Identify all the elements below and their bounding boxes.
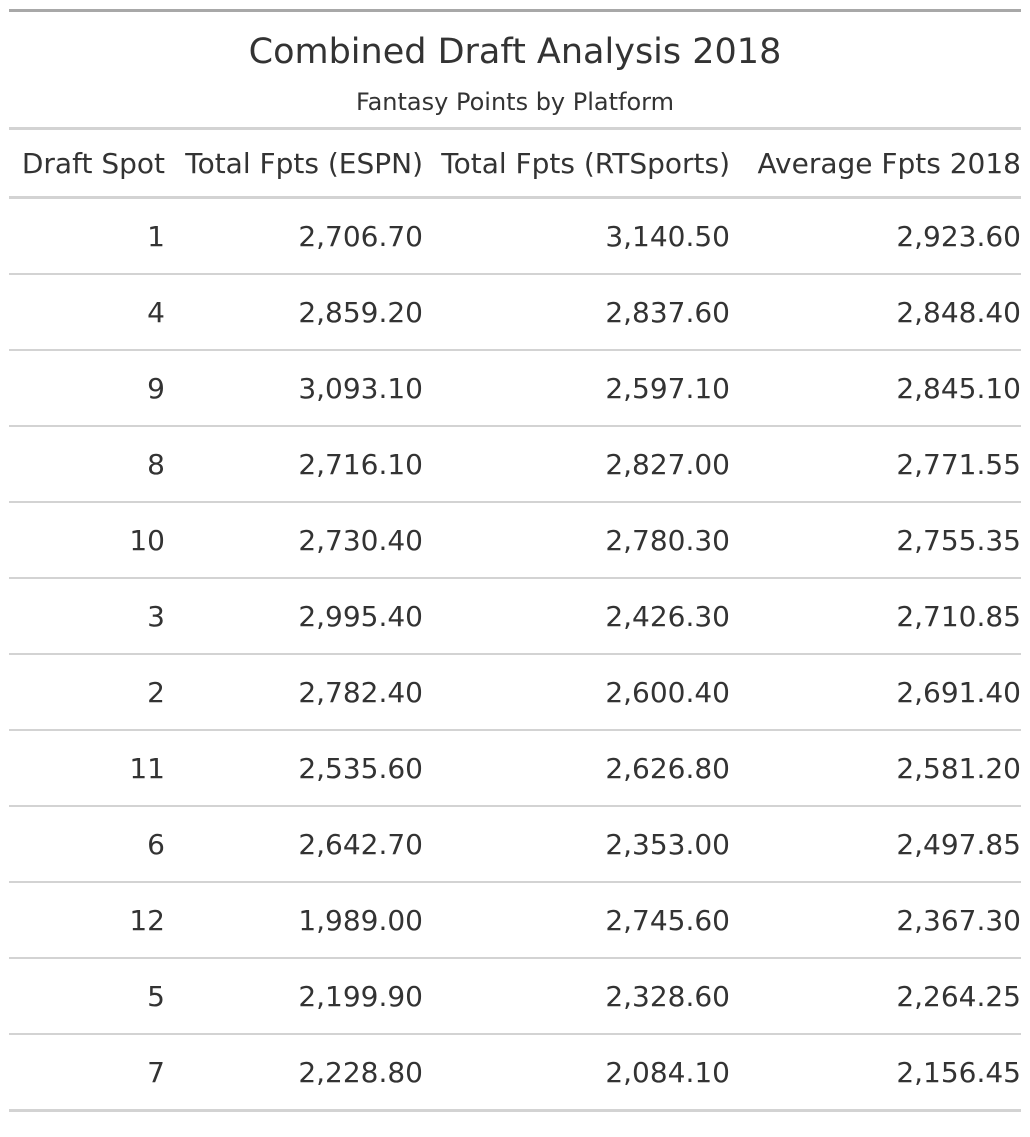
table-row: 8 2,716.10 2,827.00 2,771.55 [9,426,1021,503]
cell-draft-spot: 2 [9,654,165,731]
cell-total-fpts-espn: 2,199.90 [165,958,423,1035]
table-row: 9 3,093.10 2,597.10 2,845.10 [9,350,1021,427]
cell-total-fpts-rtsports: 2,837.60 [423,274,730,351]
cell-draft-spot: 11 [9,730,165,807]
cell-average-fpts-2018: 2,771.55 [730,426,1021,503]
cell-total-fpts-rtsports: 2,827.00 [423,426,730,503]
table-header: Draft Spot Total Fpts (ESPN) Total Fpts … [9,130,1021,199]
cell-draft-spot: 9 [9,350,165,427]
cell-average-fpts-2018: 2,581.20 [730,730,1021,807]
cell-total-fpts-espn: 2,782.40 [165,654,423,731]
cell-draft-spot: 1 [9,197,165,275]
title-divider [9,127,1021,130]
table-body: 1 2,706.70 3,140.50 2,923.60 4 2,859.20 2,837.… [9,197,1021,1112]
cell-average-fpts-2018: 2,923.60 [730,197,1021,275]
cell-draft-spot: 7 [9,1034,165,1112]
cell-draft-spot: 8 [9,426,165,503]
cell-total-fpts-rtsports: 2,600.40 [423,654,730,731]
cell-total-fpts-espn: 2,535.60 [165,730,423,807]
table-row: 4 2,859.20 2,837.60 2,848.40 [9,274,1021,351]
cell-total-fpts-rtsports: 2,597.10 [423,350,730,427]
table-row: 7 2,228.80 2,084.10 2,156.45 [9,1034,1021,1112]
table-row: 12 1,989.00 2,745.60 2,367.30 [9,882,1021,959]
table-row: 11 2,535.60 2,626.80 2,581.20 [9,730,1021,807]
table-row: 6 2,642.70 2,353.00 2,497.85 [9,806,1021,883]
table-row: 1 2,706.70 3,140.50 2,923.60 [9,197,1021,275]
cell-total-fpts-rtsports: 2,745.60 [423,882,730,959]
cell-total-fpts-rtsports: 2,626.80 [423,730,730,807]
cell-draft-spot: 4 [9,274,165,351]
cell-draft-spot: 12 [9,882,165,959]
header-draft-spot: Draft Spot [9,130,165,199]
cell-average-fpts-2018: 2,156.45 [730,1034,1021,1112]
cell-total-fpts-rtsports: 3,140.50 [423,197,730,275]
draft-analysis-table: Draft Spot Total Fpts (ESPN) Total Fpts … [9,130,1021,1112]
cell-draft-spot: 5 [9,958,165,1035]
table-subtitle: Fantasy Points by Platform [356,88,674,116]
cell-draft-spot: 3 [9,578,165,655]
table-row: 5 2,199.90 2,328.60 2,264.25 [9,958,1021,1035]
cell-total-fpts-espn: 2,716.10 [165,426,423,503]
cell-average-fpts-2018: 2,367.30 [730,882,1021,959]
cell-total-fpts-rtsports: 2,780.30 [423,502,730,579]
table-row: 2 2,782.40 2,600.40 2,691.40 [9,654,1021,731]
cell-total-fpts-espn: 2,859.20 [165,274,423,351]
header-total-fpts-rtsports: Total Fpts (RTSports) [423,130,730,199]
header-total-fpts-espn: Total Fpts (ESPN) [165,130,423,199]
cell-total-fpts-espn: 2,706.70 [165,197,423,275]
cell-average-fpts-2018: 2,710.85 [730,578,1021,655]
cell-average-fpts-2018: 2,497.85 [730,806,1021,883]
cell-total-fpts-rtsports: 2,328.60 [423,958,730,1035]
cell-average-fpts-2018: 2,691.40 [730,654,1021,731]
cell-total-fpts-rtsports: 2,353.00 [423,806,730,883]
cell-average-fpts-2018: 2,845.10 [730,350,1021,427]
table-row: 10 2,730.40 2,780.30 2,755.35 [9,502,1021,579]
cell-total-fpts-espn: 2,730.40 [165,502,423,579]
draft-analysis-table-container: Combined Draft Analysis 2018 Fantasy Poi… [9,9,1021,1112]
cell-total-fpts-espn: 1,989.00 [165,882,423,959]
header-average-fpts-2018: Average Fpts 2018 [730,130,1021,199]
table-row: 3 2,995.40 2,426.30 2,710.85 [9,578,1021,655]
cell-total-fpts-espn: 2,642.70 [165,806,423,883]
table-title: Combined Draft Analysis 2018 [248,32,782,72]
cell-draft-spot: 10 [9,502,165,579]
cell-total-fpts-rtsports: 2,084.10 [423,1034,730,1112]
cell-total-fpts-espn: 2,995.40 [165,578,423,655]
cell-total-fpts-espn: 2,228.80 [165,1034,423,1112]
cell-total-fpts-espn: 3,093.10 [165,350,423,427]
cell-average-fpts-2018: 2,848.40 [730,274,1021,351]
cell-total-fpts-rtsports: 2,426.30 [423,578,730,655]
header-row: Draft Spot Total Fpts (ESPN) Total Fpts … [9,130,1021,199]
cell-draft-spot: 6 [9,806,165,883]
cell-average-fpts-2018: 2,264.25 [730,958,1021,1035]
top-rule [9,9,1021,12]
cell-average-fpts-2018: 2,755.35 [730,502,1021,579]
